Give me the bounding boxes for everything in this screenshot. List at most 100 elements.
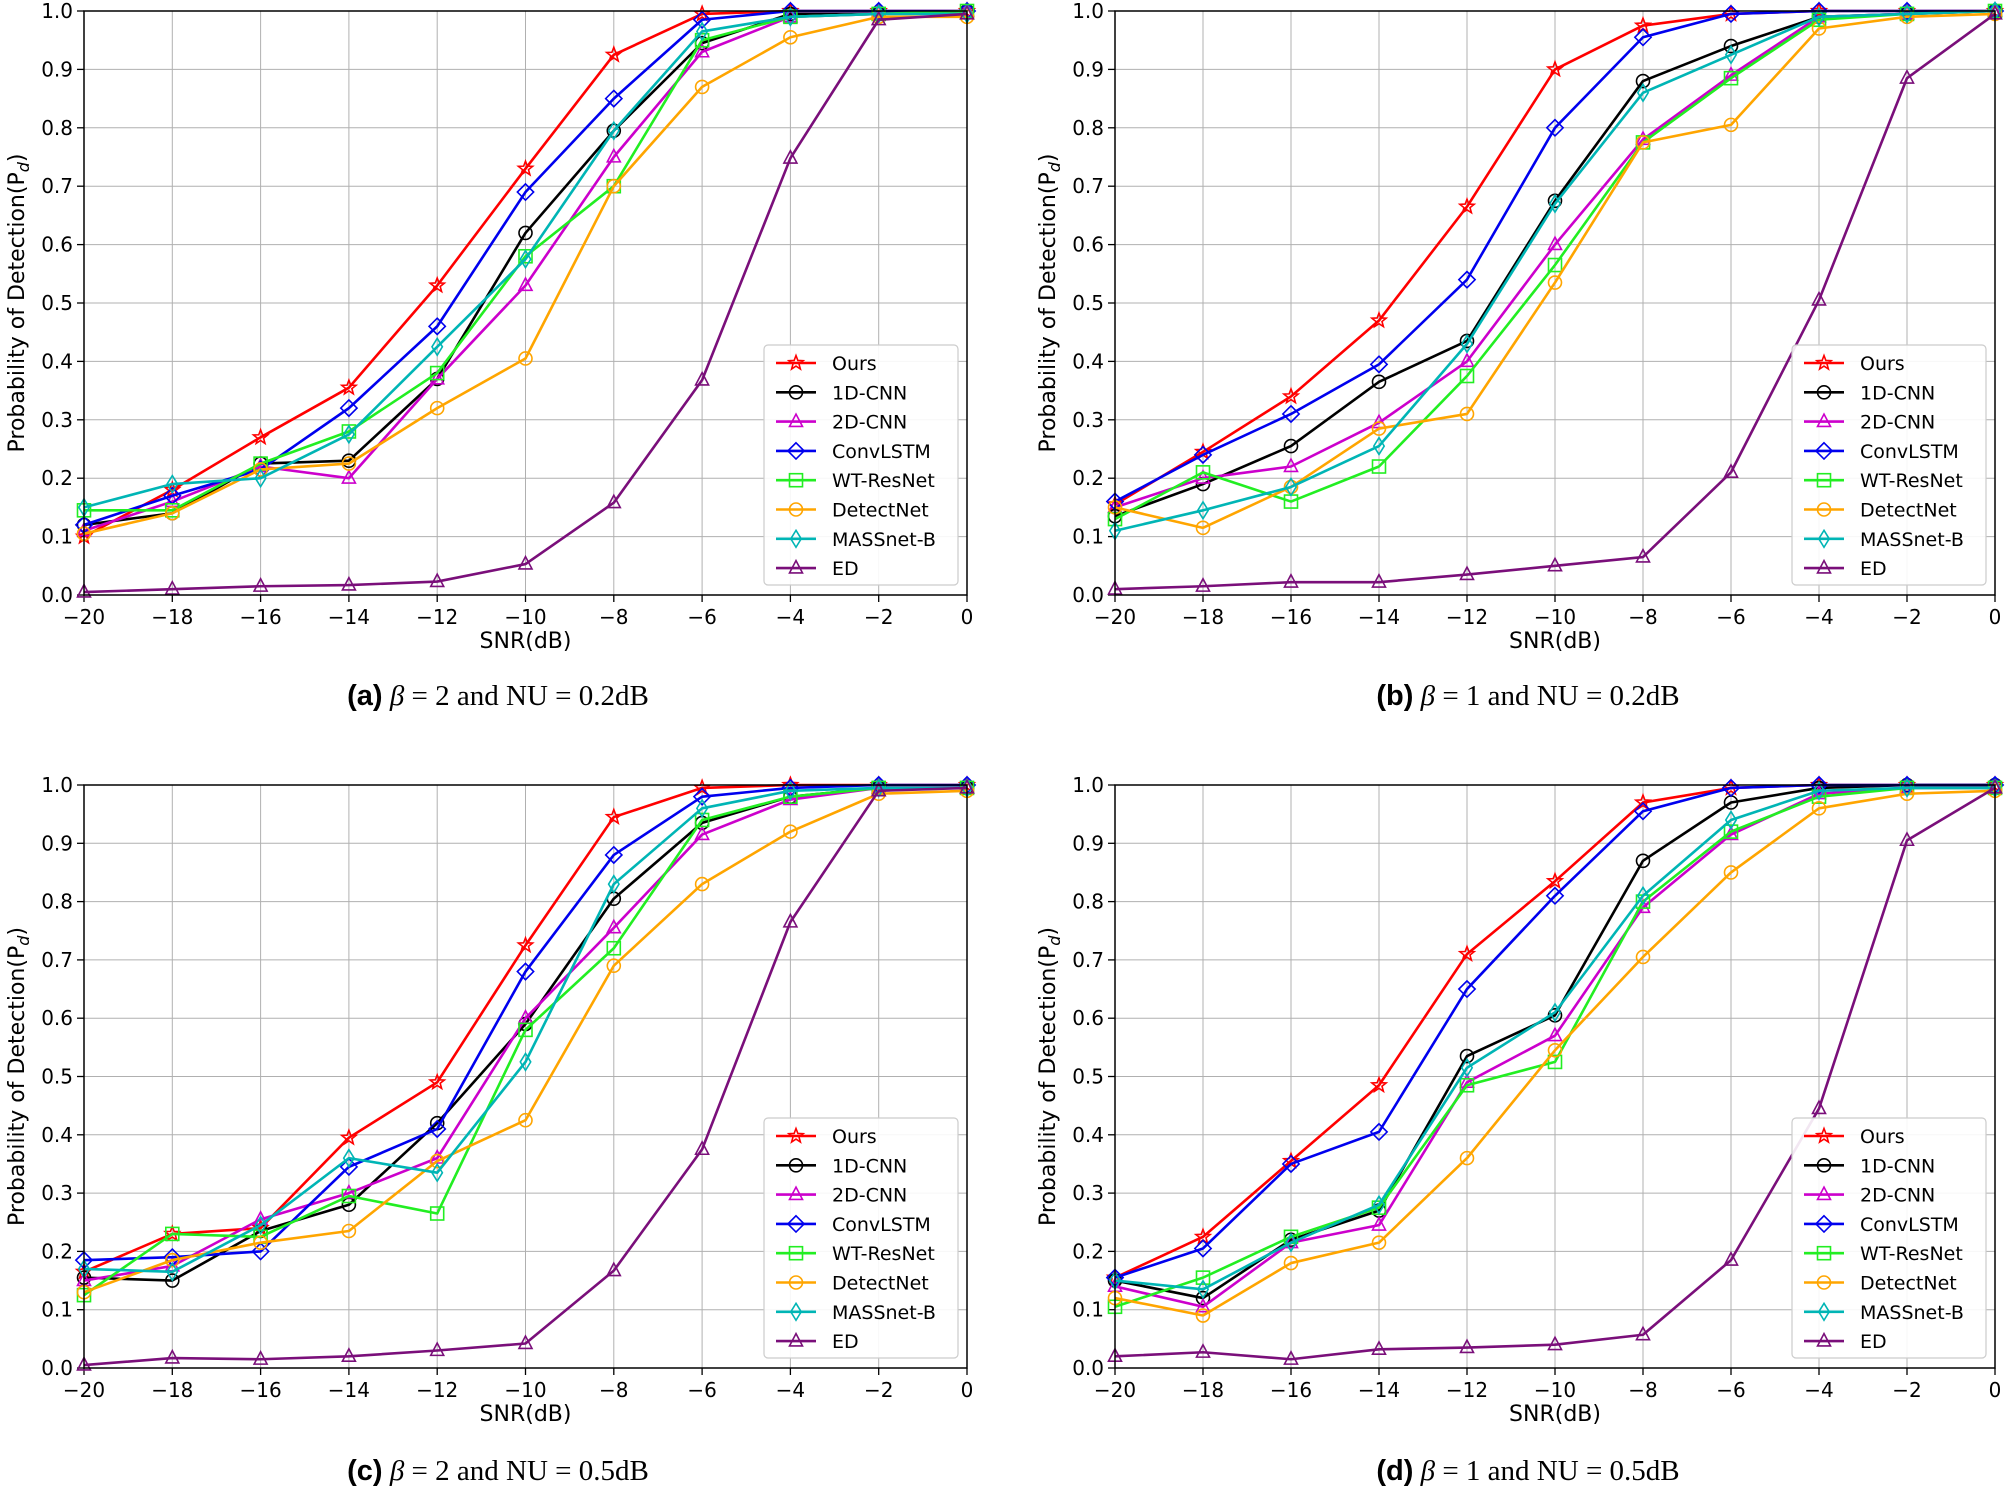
caption-text: = 2 and NU = 0.5dB xyxy=(411,1455,649,1487)
data-point xyxy=(1547,556,1563,572)
data-point xyxy=(1372,1194,1386,1215)
data-point xyxy=(341,1188,357,1204)
x-tick-label: −8 xyxy=(1628,605,1657,629)
y-tick-label: 0.9 xyxy=(1072,831,1104,855)
legend-label: ConvLSTM xyxy=(1860,1214,1959,1236)
y-tick-label: 0.7 xyxy=(1072,948,1104,972)
y-tick-label: 0.0 xyxy=(41,1356,73,1380)
legend-marker xyxy=(1816,1185,1832,1201)
legend-label: 1D-CNN xyxy=(1860,382,1935,404)
data-point xyxy=(1724,44,1738,65)
data-point xyxy=(1548,193,1562,214)
data-point xyxy=(429,1206,445,1221)
x-tick-label: −4 xyxy=(1804,605,1833,629)
legend-marker xyxy=(788,558,804,574)
data-point xyxy=(694,42,710,58)
data-point xyxy=(1545,871,1565,890)
legend-entry: DetectNet xyxy=(776,500,929,522)
data-point xyxy=(782,148,799,164)
plot-frame xyxy=(83,10,968,596)
data-point xyxy=(1635,853,1651,869)
data-point xyxy=(429,400,445,416)
data-point xyxy=(519,1051,532,1072)
x-tick-label: 0 xyxy=(961,605,974,629)
series-line xyxy=(83,786,967,1274)
x-tick-label: 0 xyxy=(961,1378,974,1402)
data-point xyxy=(604,845,624,865)
data-point xyxy=(1283,457,1299,473)
data-point xyxy=(1723,824,1739,839)
legend-entry: ConvLSTM xyxy=(1804,441,1959,463)
legend-marker xyxy=(786,1126,806,1144)
legend-entry: ED xyxy=(1804,1331,1887,1353)
legend-label: DetectNet xyxy=(1860,1273,1957,1295)
data-point xyxy=(339,398,359,418)
y-tick-label: 0.5 xyxy=(1072,1065,1104,1089)
data-point xyxy=(254,1215,267,1236)
y-axis-label-main: Probability of Detection(P xyxy=(1036,946,1061,1226)
legend-entry: ConvLSTM xyxy=(776,441,931,463)
data-point xyxy=(339,1127,359,1146)
x-tick-label: −16 xyxy=(1270,1378,1312,1402)
data-point xyxy=(1809,775,1829,795)
data-point xyxy=(1899,68,1915,84)
x-tick-label: −12 xyxy=(416,1378,458,1402)
y-tick-label: 0.4 xyxy=(41,1123,73,1147)
legend-label: 2D-CNN xyxy=(832,1185,907,1207)
x-axis-label: SNR(dB) xyxy=(480,1402,572,1427)
data-point xyxy=(251,427,270,446)
legend-marker xyxy=(1814,1126,1834,1144)
data-point xyxy=(1371,421,1387,436)
data-point xyxy=(607,120,620,141)
data-point xyxy=(1283,572,1299,588)
data-point xyxy=(76,1355,92,1371)
data-point xyxy=(163,1247,182,1267)
y-axis-label-subscript: d xyxy=(1045,935,1064,946)
data-point xyxy=(1369,1122,1389,1142)
legend-label: WT-ResNet xyxy=(1860,1243,1963,1265)
data-point xyxy=(1371,459,1387,474)
data-point xyxy=(1633,792,1653,811)
caption-label: (c) xyxy=(347,1455,383,1487)
chart-panel-d: −20 −18 −16 −14 −12 −10 −8 −6 −4 −2 00.00.10.20.30… xyxy=(1036,773,2005,1427)
series-ed xyxy=(76,4,975,598)
caption-a: (a) β = 2 and NU = 0.2dB xyxy=(0,680,998,713)
caption-text: = 1 and NU = 0.2dB xyxy=(1442,680,1680,712)
legend-label: DetectNet xyxy=(1860,500,1957,522)
caption-b: (b) β = 1 and NU = 0.2dB xyxy=(1028,680,2007,713)
series-line xyxy=(1114,9,1996,521)
x-axis-label: SNR(dB) xyxy=(1509,1402,1601,1427)
series-line xyxy=(83,789,968,1294)
x-tick-label: −2 xyxy=(1892,605,1921,629)
data-point xyxy=(1724,810,1738,830)
data-point xyxy=(870,10,887,26)
series-line xyxy=(1114,786,1995,1309)
series-ed xyxy=(1107,4,2003,595)
data-point xyxy=(517,554,534,570)
plot-frame xyxy=(83,784,968,1369)
data-point xyxy=(516,158,535,177)
legend-label: DetectNet xyxy=(832,1273,929,1295)
legend-label: Ours xyxy=(1860,353,1905,375)
y-axis-label-subscript: d xyxy=(14,935,33,946)
data-point xyxy=(341,575,357,591)
x-tick-label: −10 xyxy=(1534,1378,1576,1402)
y-tick-label: 0.2 xyxy=(41,1239,73,1263)
legend-label: ED xyxy=(1860,558,1887,580)
x-axis-label: SNR(dB) xyxy=(480,629,572,654)
legend-entry: MASSnet-B xyxy=(1804,1302,1964,1324)
data-point xyxy=(427,1119,447,1139)
y-axis-label-subscript: d xyxy=(14,161,33,172)
data-point xyxy=(165,1252,180,1268)
legend-marker xyxy=(786,1214,806,1234)
y-tick-label: 0.1 xyxy=(41,1298,73,1322)
legend-label: DetectNet xyxy=(832,500,929,522)
y-tick-label: 0.0 xyxy=(1072,583,1104,607)
data-point xyxy=(1283,479,1299,495)
data-point xyxy=(164,1348,181,1364)
data-point xyxy=(166,1261,179,1282)
data-point xyxy=(1459,1048,1475,1064)
y-tick-label: 0.7 xyxy=(41,174,73,198)
y-axis-label: Probability of Detection(Pd) xyxy=(1036,154,1064,453)
caption-symbol: β xyxy=(389,1455,405,1487)
